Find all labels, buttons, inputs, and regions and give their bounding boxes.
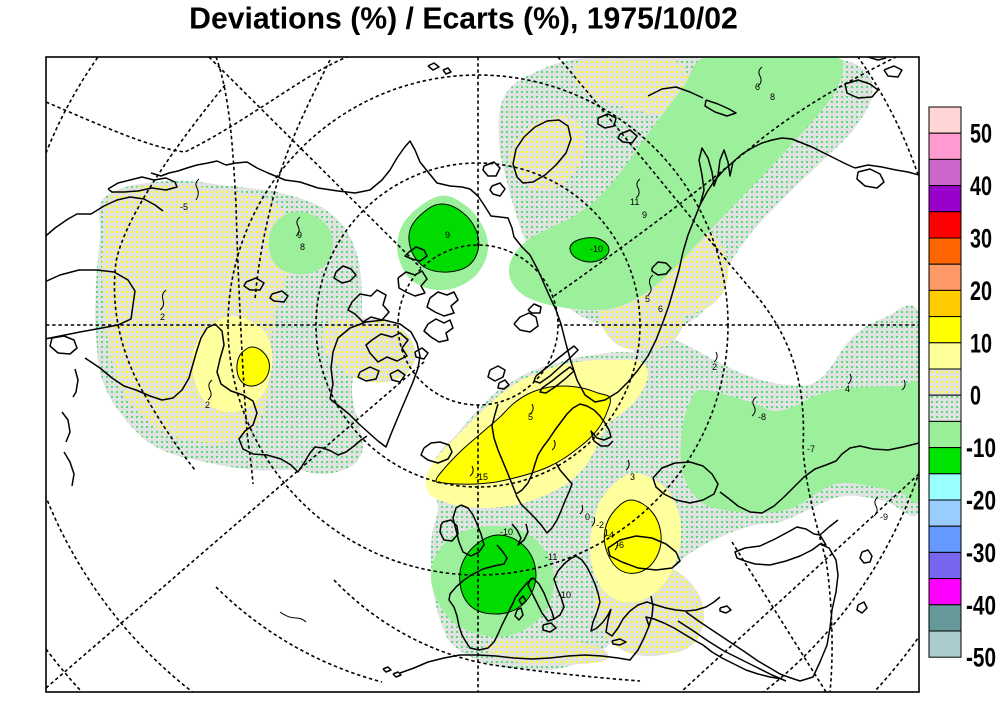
svg-text:3: 3 [630,472,635,482]
svg-text:2: 2 [712,362,717,372]
svg-text:10: 10 [970,328,992,358]
svg-text:30: 30 [970,224,992,254]
svg-text:9: 9 [297,230,302,240]
svg-text:50: 50 [970,119,992,149]
svg-text:11: 11 [630,197,639,207]
svg-text:-8: -8 [758,412,766,422]
svg-text:6: 6 [755,82,760,92]
svg-text:-6: -6 [616,540,624,550]
svg-text:5: 5 [528,412,533,422]
svg-text:4: 4 [845,384,850,394]
svg-text:-10: -10 [590,244,603,254]
svg-text:40: 40 [970,171,992,201]
svg-text:-30: -30 [966,538,996,568]
svg-text:8: 8 [770,92,775,102]
svg-text:-10: -10 [558,590,571,600]
svg-text:-15: -15 [475,472,488,482]
svg-text:0: 0 [585,512,590,522]
svg-text:-40: -40 [966,590,996,620]
svg-text:Deviations (%) / Ecarts (%), 1: Deviations (%) / Ecarts (%), 1975/10/02 [189,3,738,36]
svg-text:-10: -10 [966,433,996,463]
svg-text:9: 9 [445,230,450,240]
svg-text:9: 9 [642,210,647,220]
svg-text:-50: -50 [966,643,996,673]
svg-text:2: 2 [160,312,165,322]
svg-text:-11: -11 [545,552,557,562]
svg-text:8: 8 [300,242,305,252]
svg-text:0: 0 [970,381,981,411]
svg-text:-2: -2 [596,520,604,530]
svg-text:2: 2 [205,400,210,410]
svg-text:-10: -10 [500,527,513,537]
svg-text:-4: -4 [606,530,614,540]
svg-text:-20: -20 [966,486,996,516]
svg-text:6: 6 [658,304,663,314]
svg-text:20: 20 [970,276,992,306]
svg-text:-5: -5 [180,202,188,212]
svg-text:-7: -7 [807,444,815,454]
svg-text:-9: -9 [880,512,888,522]
svg-text:5: 5 [645,294,650,304]
